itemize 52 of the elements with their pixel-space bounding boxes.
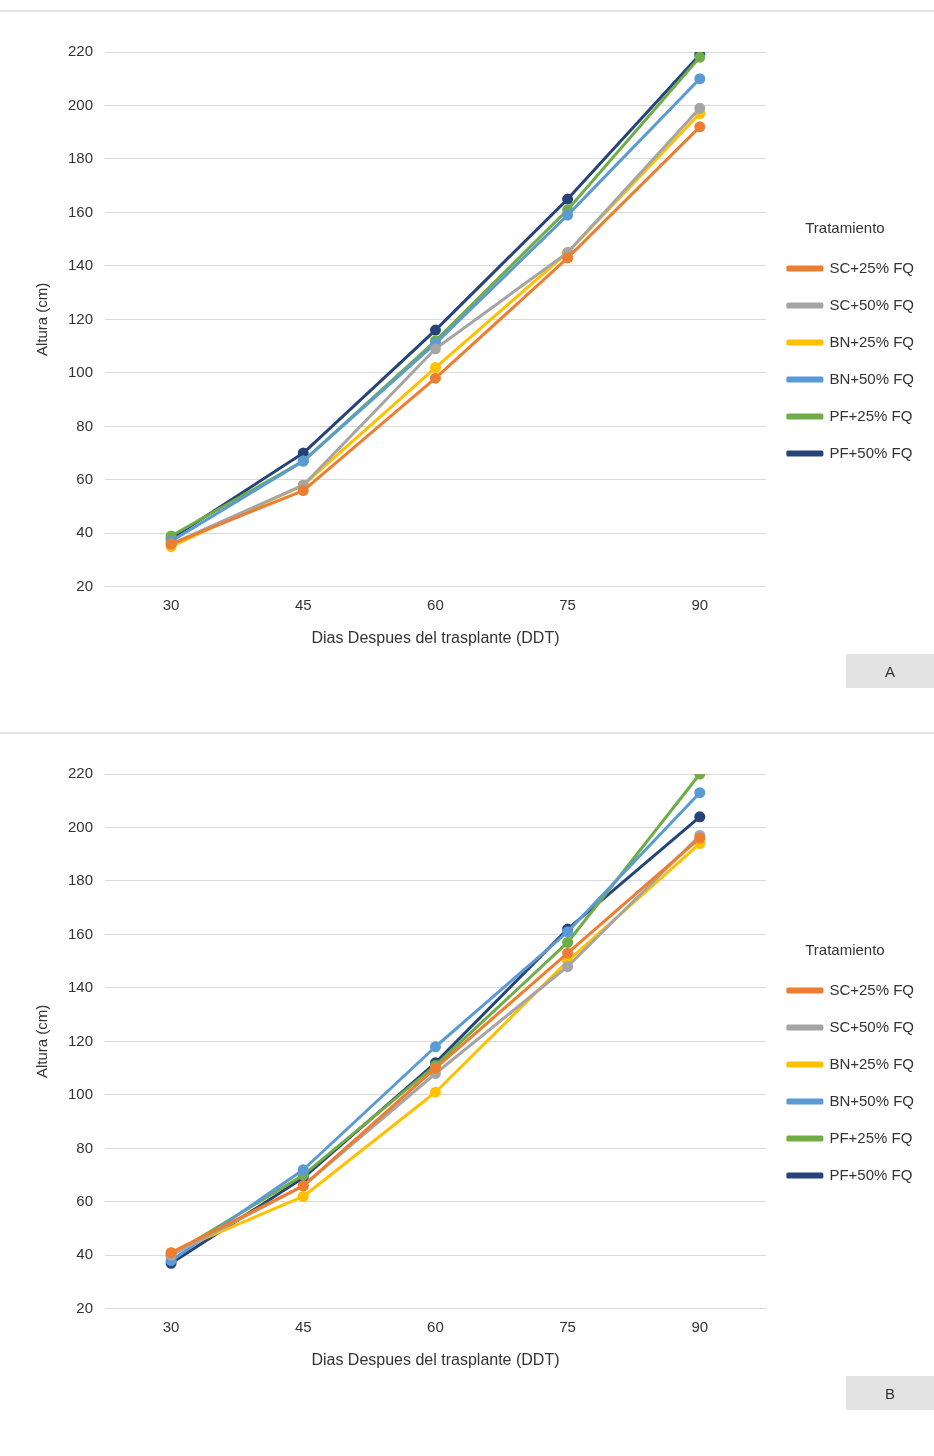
x-axis-title: Dias Despues del trasplante (DDT) bbox=[311, 1350, 560, 1368]
x-tick-label: 60 bbox=[427, 1317, 444, 1335]
legend-label: SC+50% FQ bbox=[829, 1017, 915, 1035]
y-tick-label: 220 bbox=[68, 764, 94, 782]
legend-label: PF+25% FQ bbox=[829, 406, 913, 424]
y-tick-label: 180 bbox=[68, 871, 94, 889]
y-tick-label: 140 bbox=[68, 978, 94, 996]
y-tick-label: 60 bbox=[76, 1191, 94, 1209]
y-tick-label: 100 bbox=[68, 1085, 94, 1103]
y-axis-title: Altura (cm) bbox=[33, 282, 51, 357]
y-tick-label: 80 bbox=[76, 416, 94, 434]
y-tick-label: 120 bbox=[68, 309, 94, 327]
text: B bbox=[846, 1376, 934, 1410]
y-tick-label: 20 bbox=[76, 1298, 94, 1316]
y-tick-label: 220 bbox=[68, 42, 94, 60]
legend-label: BN+50% FQ bbox=[829, 1091, 915, 1109]
legend-label: BN+25% FQ bbox=[829, 1054, 915, 1072]
y-tick-label: 160 bbox=[68, 924, 94, 942]
y-tick-label: 180 bbox=[68, 149, 94, 167]
y-tick-label: 20 bbox=[76, 576, 94, 594]
x-tick-label: 75 bbox=[559, 1317, 576, 1335]
x-tick-label: 45 bbox=[294, 595, 312, 613]
y-axis-title: Altura (cm) bbox=[33, 1004, 51, 1079]
y-tick-label: 200 bbox=[68, 95, 94, 113]
y-tick-label: 80 bbox=[76, 1138, 94, 1156]
legend-title: Tratamiento bbox=[805, 218, 885, 236]
x-tick-label: 30 bbox=[162, 1317, 180, 1335]
y-tick-label: 40 bbox=[76, 1245, 94, 1263]
legend-label: BN+25% FQ bbox=[829, 332, 915, 350]
x-tick-label: 90 bbox=[691, 595, 709, 613]
x-tick-label: 30 bbox=[162, 595, 180, 613]
y-tick-label: 60 bbox=[76, 469, 94, 487]
y-tick-label: 120 bbox=[68, 1031, 94, 1049]
legend-label: BN+50% FQ bbox=[829, 369, 915, 387]
y-tick-label: 100 bbox=[68, 363, 94, 381]
legend-label: SC+25% FQ bbox=[829, 980, 915, 998]
legend-label: SC+50% FQ bbox=[829, 295, 915, 313]
x-axis-title: Dias Despues del trasplante (DDT) bbox=[311, 628, 560, 646]
legend-label: PF+50% FQ bbox=[829, 1165, 913, 1183]
legend-label: SC+25% FQ bbox=[829, 258, 915, 276]
legend-label: PF+50% FQ bbox=[829, 443, 913, 461]
x-tick-label: 45 bbox=[294, 1317, 312, 1335]
y-tick-label: 160 bbox=[68, 202, 94, 220]
legend-label: PF+25% FQ bbox=[829, 1128, 913, 1146]
y-tick-label: 40 bbox=[76, 523, 94, 541]
y-tick-label: 140 bbox=[68, 256, 94, 274]
x-tick-label: 60 bbox=[427, 595, 444, 613]
legend-title: Tratamiento bbox=[805, 940, 885, 958]
x-tick-label: 90 bbox=[691, 1317, 709, 1335]
y-tick-label: 200 bbox=[68, 817, 94, 835]
text: A bbox=[846, 654, 934, 688]
x-tick-label: 75 bbox=[559, 595, 576, 613]
